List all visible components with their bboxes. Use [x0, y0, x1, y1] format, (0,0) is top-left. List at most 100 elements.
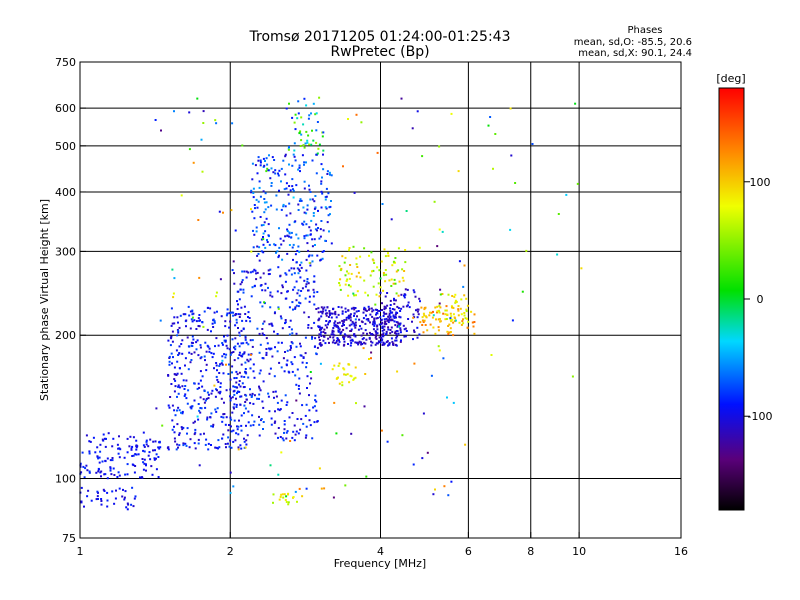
data-point — [153, 458, 156, 461]
data-point — [234, 345, 237, 348]
data-point — [259, 159, 262, 162]
data-point — [377, 340, 380, 343]
x-tick-label: 10 — [572, 545, 586, 558]
data-point — [438, 302, 441, 305]
data-point — [375, 335, 378, 337]
data-point — [168, 355, 171, 358]
data-point — [192, 161, 195, 164]
data-point — [319, 228, 322, 231]
data-point — [167, 374, 170, 377]
data-point — [263, 301, 266, 304]
data-point — [370, 357, 372, 360]
data-point — [290, 346, 292, 349]
data-point — [249, 402, 252, 405]
data-point — [279, 237, 282, 240]
data-point — [220, 397, 223, 400]
data-point — [139, 476, 141, 479]
data-point — [236, 425, 238, 428]
data-point — [205, 363, 208, 366]
data-point — [441, 293, 444, 295]
data-point — [314, 394, 317, 397]
data-point — [322, 153, 324, 156]
data-point — [398, 323, 401, 326]
data-point — [135, 439, 138, 442]
data-point — [99, 450, 102, 453]
data-point — [392, 342, 395, 345]
data-point — [304, 336, 307, 339]
data-point — [302, 356, 305, 359]
data-point — [395, 336, 398, 339]
data-point — [388, 317, 391, 320]
data-point — [240, 306, 243, 309]
data-point — [240, 342, 243, 345]
data-point — [292, 243, 295, 246]
data-point — [228, 424, 230, 426]
data-point — [106, 505, 109, 508]
data-point — [349, 336, 352, 339]
data-point — [388, 343, 391, 346]
data-point — [397, 294, 400, 297]
data-point — [174, 414, 177, 417]
data-point — [450, 305, 453, 308]
data-point — [204, 443, 207, 446]
data-point — [297, 100, 300, 103]
data-point — [286, 430, 289, 433]
data-point — [285, 495, 288, 498]
data-point — [387, 254, 390, 257]
data-point — [235, 318, 238, 321]
data-point — [291, 185, 294, 188]
data-point — [391, 308, 394, 310]
data-point — [333, 364, 336, 367]
data-point — [322, 229, 325, 232]
data-point — [236, 308, 239, 310]
data-point — [425, 315, 427, 318]
data-point — [284, 280, 287, 283]
data-point — [445, 318, 448, 320]
data-point — [157, 476, 160, 478]
data-point — [281, 284, 284, 287]
data-point — [357, 343, 360, 346]
data-point — [387, 328, 390, 331]
data-point — [354, 366, 357, 369]
data-point — [337, 338, 339, 341]
data-point — [275, 395, 278, 398]
data-point — [270, 322, 273, 325]
data-point — [320, 180, 323, 183]
data-point — [343, 335, 346, 338]
data-point — [115, 489, 117, 492]
data-point — [473, 321, 476, 323]
data-point — [344, 274, 347, 277]
data-point — [239, 283, 242, 286]
data-point — [259, 369, 262, 372]
data-point — [243, 270, 246, 273]
data-point — [329, 320, 331, 323]
data-point — [231, 371, 233, 374]
data-point — [274, 410, 276, 413]
data-point — [423, 314, 426, 317]
data-point — [242, 342, 245, 345]
data-point — [389, 304, 392, 306]
data-point — [338, 362, 341, 365]
data-point — [175, 349, 178, 352]
data-point — [96, 446, 99, 449]
data-point — [299, 264, 302, 267]
data-point — [398, 280, 401, 283]
data-point — [318, 339, 321, 341]
data-point — [154, 119, 157, 121]
data-point — [411, 320, 413, 323]
data-point — [382, 289, 385, 292]
data-point — [453, 295, 456, 298]
data-point — [168, 363, 171, 366]
data-point — [191, 316, 194, 319]
data-point — [327, 316, 330, 318]
data-point — [300, 133, 303, 136]
data-point — [324, 206, 327, 209]
data-point — [309, 424, 312, 427]
data-point — [442, 357, 445, 360]
data-point — [395, 292, 398, 295]
data-point — [321, 312, 324, 315]
data-point — [412, 316, 415, 319]
data-point — [380, 260, 383, 263]
data-point — [301, 287, 304, 290]
data-point — [211, 389, 214, 392]
